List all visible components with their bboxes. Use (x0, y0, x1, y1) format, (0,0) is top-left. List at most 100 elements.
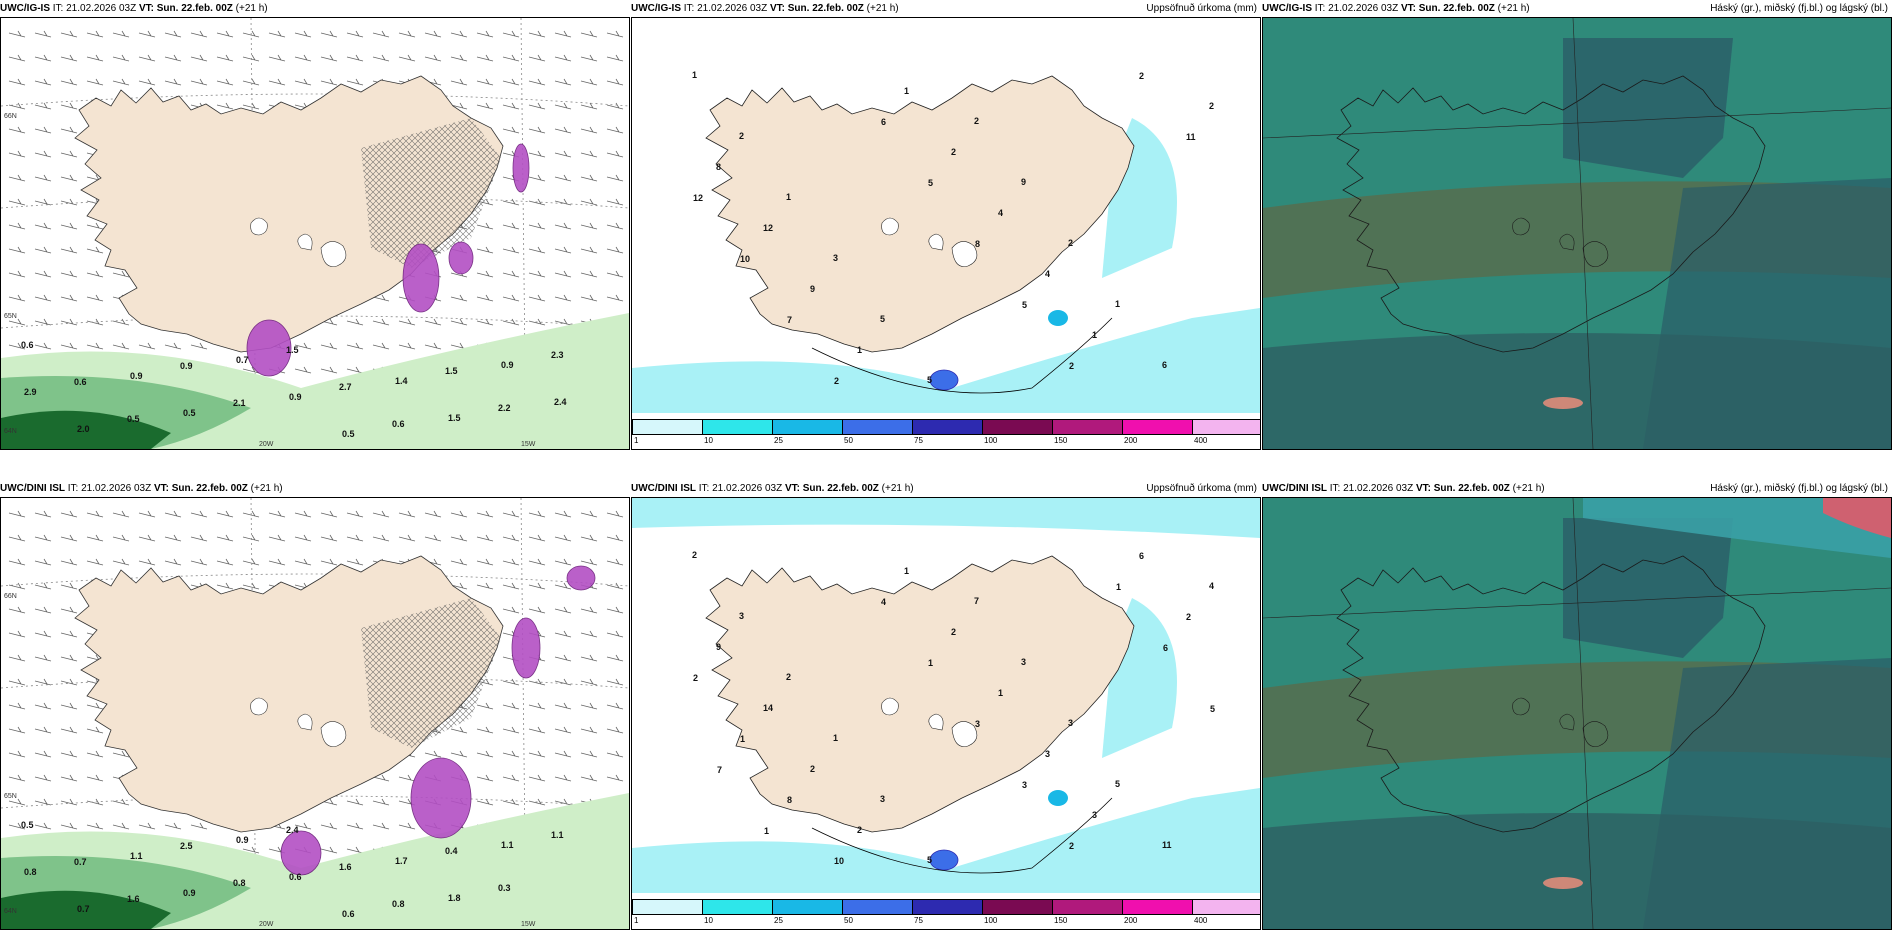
colorbar-swatch (982, 420, 1052, 434)
accum-value-label: 2 (693, 673, 698, 683)
accum-value-label: 2 (951, 627, 956, 637)
accum-value-label: 5 (880, 314, 885, 324)
precip-value-label: 0.6 (342, 909, 355, 919)
accum-value-label: 5 (928, 178, 933, 188)
precip-value-label: 1.6 (127, 894, 140, 904)
precip-value-label: 1.7 (395, 856, 408, 866)
snow-precip-blob (246, 319, 292, 377)
accum-value-label: 3 (1045, 749, 1050, 759)
colorbar-tick-label: 400 (1194, 916, 1208, 925)
map-area: 66N 65N 64N 20W 15W 0.5 0.7 1.6 2.5 0.8 2.4 1.6 0.8 0… (0, 497, 630, 930)
colorbar-swatch (772, 900, 842, 914)
accum-value-label: 5 (927, 375, 932, 385)
axis-label: 64N (4, 428, 17, 435)
vt-label: VT: (153, 483, 169, 494)
colorbar-tick-label: 50 (844, 436, 853, 445)
panel-header: UWC/DINI ISL IT: 21.02.2026 03Z VT: Sun.… (0, 480, 630, 497)
map-area (1262, 497, 1892, 930)
precip-value-label: 2.7 (339, 382, 352, 392)
vt-label: VT: (1400, 3, 1416, 14)
colorbar-tick-label: 25 (774, 436, 783, 445)
it-value: 21.02.2026 03Z (81, 483, 152, 494)
colorbar-swatch (1052, 420, 1122, 434)
colorbar-tick-label: 200 (1124, 436, 1138, 445)
it-value: 21.02.2026 03Z (1343, 483, 1414, 494)
high-cloud-band (1823, 498, 1891, 538)
colorbar-tick-label: 100 (984, 916, 998, 925)
axis-label: 66N (4, 593, 17, 600)
accum-value-label: 1 (928, 658, 933, 668)
accum-value-label: 3 (1092, 810, 1097, 820)
accum-value-label: 3 (1022, 780, 1027, 790)
it-value: 21.02.2026 03Z (66, 3, 137, 14)
map-svg: 2 3 2 1 3 5 7 3 3 5 11 4 9 14 2 2 1 2 1 3 3 6 2 2 1 8 10 4 1 3 3 2 1 6 5 7 1 (632, 498, 1260, 929)
axis-label: 65N (4, 793, 17, 800)
colorbar-swatch (1122, 900, 1192, 914)
precip-value-label: 1.4 (395, 376, 408, 386)
accum-value-label: 7 (974, 596, 979, 606)
colorbar-swatch (912, 420, 982, 434)
accum-value-label: 5 (927, 855, 932, 865)
colorbar-tick-label: 10 (704, 436, 713, 445)
accum-value-label: 2 (1139, 71, 1144, 81)
cloud-feature (1543, 877, 1583, 889)
vt-label: VT: (769, 3, 785, 14)
map-svg (1263, 498, 1891, 929)
glacier-area (297, 713, 313, 731)
colorbar-tick-label: 50 (844, 916, 853, 925)
vt-label: VT: (138, 3, 154, 14)
accum-precip-south (632, 308, 1260, 413)
accum-max-blob (929, 369, 959, 391)
accum-value-label: 10 (740, 254, 750, 264)
snow-precip-blob (410, 757, 472, 839)
colorbar-ticks: 1 10 25 50 75 100 150 200 400 (632, 915, 1260, 929)
it-label: IT: (1314, 3, 1326, 14)
panel-top-right-clouds: UWC/IG-IS IT: 21.02.2026 03Z VT: Sun. 22… (1262, 0, 1892, 450)
accum-value-label: 2 (834, 376, 839, 386)
glacier-area (928, 233, 944, 251)
accum-value-label: 3 (1068, 718, 1073, 728)
glacier-outline (1582, 241, 1609, 267)
precip-value-label: 0.7 (77, 904, 90, 914)
colorbar-swatch (842, 420, 912, 434)
colorbar-swatch (632, 420, 702, 434)
accum-value-label: 2 (739, 131, 744, 141)
accum-value-label: 2 (692, 550, 697, 560)
precip-value-label: 2.2 (498, 403, 511, 413)
precip-value-label: 0.3 (498, 883, 511, 893)
accum-value-label: 1 (998, 688, 1003, 698)
accum-value-label: 1 (1116, 582, 1121, 592)
accum-value-label: 1 (857, 345, 862, 355)
accum-value-label: 1 (904, 86, 909, 96)
accum-max-blob (1048, 790, 1068, 806)
panel-header: UWC/DINI ISL IT: 21.02.2026 03Z VT: Sun.… (631, 480, 1261, 497)
iceland-outline (1336, 555, 1766, 833)
lead-time: (+21 h) (866, 3, 899, 14)
it-label: IT: (683, 3, 695, 14)
precip-value-label: 1.5 (286, 345, 299, 355)
accum-value-label: 5 (1115, 779, 1120, 789)
colorbar-swatch (772, 420, 842, 434)
graticule-line (1572, 498, 1594, 929)
panel-title: Uppsöfnuð úrkoma (mm) (1146, 3, 1257, 14)
axis-label: 65N (4, 313, 17, 320)
lead-time: (+21 h) (250, 483, 283, 494)
glacier-area (881, 697, 899, 716)
accum-value-label: 1 (740, 734, 745, 744)
accum-value-label: 6 (1139, 551, 1144, 561)
accum-value-label: 2 (1069, 841, 1074, 851)
accum-max-blob (1048, 310, 1068, 326)
snow-precip-blob (280, 830, 322, 876)
glacier-outline (1559, 713, 1575, 731)
map-area (1262, 17, 1892, 450)
colorbar-ticks: 1 10 25 50 75 100 150 200 400 (632, 435, 1260, 449)
glacier-area (951, 241, 978, 267)
glacier-area (928, 713, 944, 731)
accum-value-label: 2 (1209, 101, 1214, 111)
precip-value-label: 0.4 (445, 846, 458, 856)
snow-precip-blob (512, 143, 530, 193)
colorbar-tick-label: 100 (984, 436, 998, 445)
precip-value-label: 0.6 (392, 419, 405, 429)
panel-title: Háský (gr.), miðský (fj.bl.) og lágský (… (1710, 483, 1888, 494)
precip-value-label: 2.5 (180, 841, 193, 851)
